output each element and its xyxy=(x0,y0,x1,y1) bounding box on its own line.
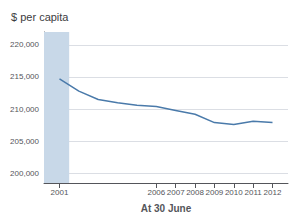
svg-text:2010: 2010 xyxy=(225,188,243,197)
svg-text:2012: 2012 xyxy=(264,188,282,197)
svg-text:2001: 2001 xyxy=(51,188,69,197)
svg-text:2008: 2008 xyxy=(186,188,204,197)
svg-text:At 30 June: At 30 June xyxy=(141,203,192,214)
svg-text:2006: 2006 xyxy=(147,188,165,197)
svg-text:200,000: 200,000 xyxy=(10,169,39,178)
svg-text:210,000: 210,000 xyxy=(10,105,39,114)
svg-text:215,000: 215,000 xyxy=(10,72,39,81)
svg-text:2009: 2009 xyxy=(206,188,224,197)
svg-text:$ per capita: $ per capita xyxy=(11,11,69,23)
svg-text:205,000: 205,000 xyxy=(10,137,39,146)
svg-text:2011: 2011 xyxy=(245,188,263,197)
svg-text:2007: 2007 xyxy=(167,188,185,197)
svg-text:220,000: 220,000 xyxy=(10,40,39,49)
